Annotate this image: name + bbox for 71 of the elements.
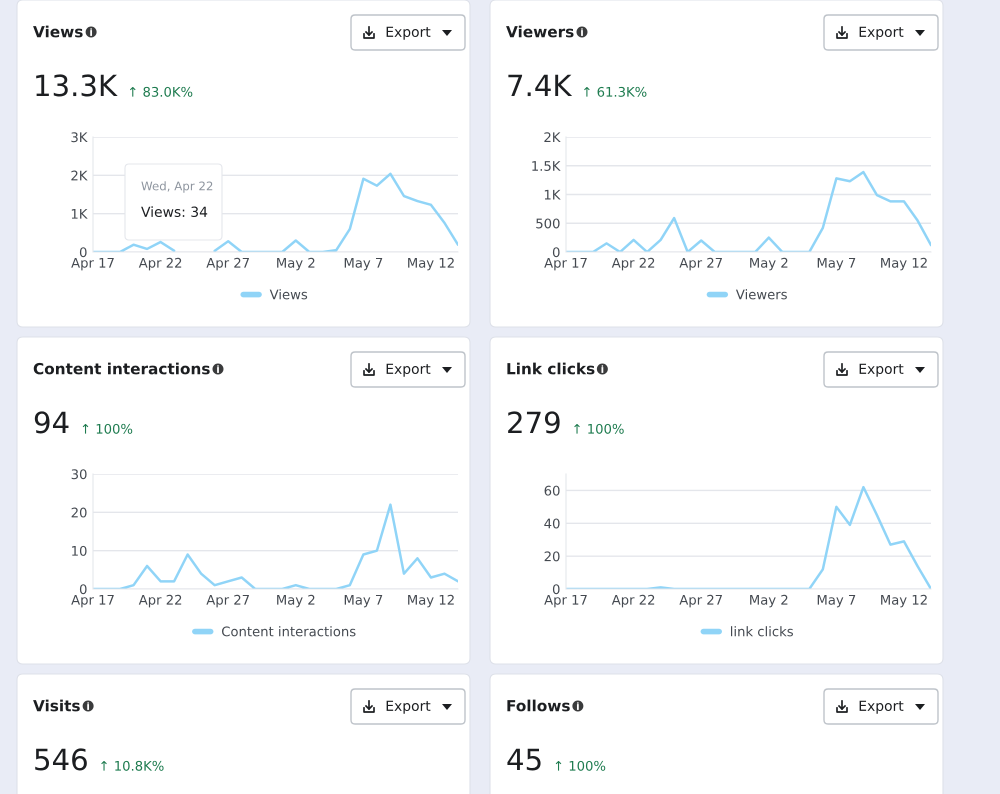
x-tick-label: Apr 17 (544, 258, 587, 270)
chart-title: Views (33, 26, 83, 38)
x-tick-label: May 12 (408, 594, 454, 608)
text: Export (386, 26, 430, 40)
text: Follows (507, 700, 570, 712)
text: ↑ 10.8K% (101, 760, 164, 771)
y-tick-label: 500 (536, 218, 560, 228)
y-tick-label: 1K (72, 209, 88, 219)
text: ↑ 100% (574, 424, 624, 434)
y-tick-label: 0 (80, 584, 87, 594)
x-tick-label: May 2 (277, 258, 314, 270)
x-tick-label: May 12 (881, 258, 927, 270)
y-tick-label: 30 (72, 469, 87, 480)
x-tick-label: Apr 17 (71, 594, 114, 608)
x-tick-label: Apr 27 (679, 594, 722, 608)
text: 279 (508, 411, 560, 434)
legend-label: Views (270, 289, 308, 300)
text: 13.3K (36, 74, 118, 96)
y-tick-label: 10 (72, 546, 87, 556)
y-tick-label: 1.5K (532, 161, 561, 171)
y-tick-label: 3K (71, 132, 88, 142)
text: Export (860, 26, 904, 40)
x-tick-label: Apr 22 (138, 594, 182, 608)
chart-title: Viewers (506, 26, 574, 38)
y-tick-label: 0 (552, 584, 560, 594)
text: 45 (507, 748, 541, 770)
y-tick-label: 0 (80, 247, 87, 258)
x-tick-label: Apr 22 (612, 258, 654, 270)
x-tick-label: Apr 27 (206, 594, 249, 608)
text: ↑ 83.0K% (130, 86, 192, 97)
text: Export (860, 700, 904, 714)
x-tick-label: May 12 (881, 594, 927, 608)
y-tick-label: 2K (71, 170, 88, 180)
x-tick-label: Apr 22 (138, 258, 182, 270)
text: 546 (35, 748, 87, 770)
y-tick-label: 60 (544, 486, 560, 496)
x-tick-label: May 2 (750, 258, 788, 270)
x-tick-label: Apr 17 (544, 594, 587, 608)
x-tick-label: Apr 22 (612, 594, 654, 608)
y-tick-label: 1K (544, 190, 561, 200)
x-tick-label: May 2 (277, 594, 314, 608)
annotation: Wed, Apr 22 (141, 181, 212, 193)
text: ↑ 61.3K% (584, 86, 646, 97)
annotation: Views: 34 (141, 206, 208, 218)
legend-label: link clicks (730, 626, 793, 636)
y-tick-label: 20 (544, 551, 560, 562)
x-tick-label: May 7 (344, 594, 382, 608)
legend-label: Content interactions (222, 626, 356, 636)
x-tick-label: Apr 27 (206, 258, 249, 270)
text: 7.4K (508, 74, 572, 96)
x-tick-label: Apr 17 (71, 258, 114, 270)
chart-title: Link clicks (507, 362, 594, 374)
y-tick-label: 20 (72, 508, 87, 518)
x-tick-label: May 7 (818, 258, 856, 270)
text: Export (386, 700, 430, 714)
text: ↑ 100% (556, 760, 606, 771)
chart-title: Content interactions (34, 362, 210, 374)
text: 94 (34, 411, 68, 434)
x-tick-label: May 7 (344, 258, 382, 270)
text: Export (860, 364, 904, 377)
text: Visits (33, 700, 80, 712)
x-tick-label: May 12 (408, 258, 454, 270)
x-tick-label: Apr 27 (679, 258, 722, 270)
text: Export (386, 364, 430, 377)
x-tick-label: May 7 (818, 594, 856, 608)
text: ↑ 100% (82, 424, 132, 434)
x-tick-label: May 2 (750, 594, 788, 608)
y-tick-label: 40 (544, 518, 560, 528)
y-tick-label: 2K (544, 132, 561, 142)
legend-label: Viewers (736, 289, 787, 300)
y-tick-label: 0 (552, 247, 560, 258)
